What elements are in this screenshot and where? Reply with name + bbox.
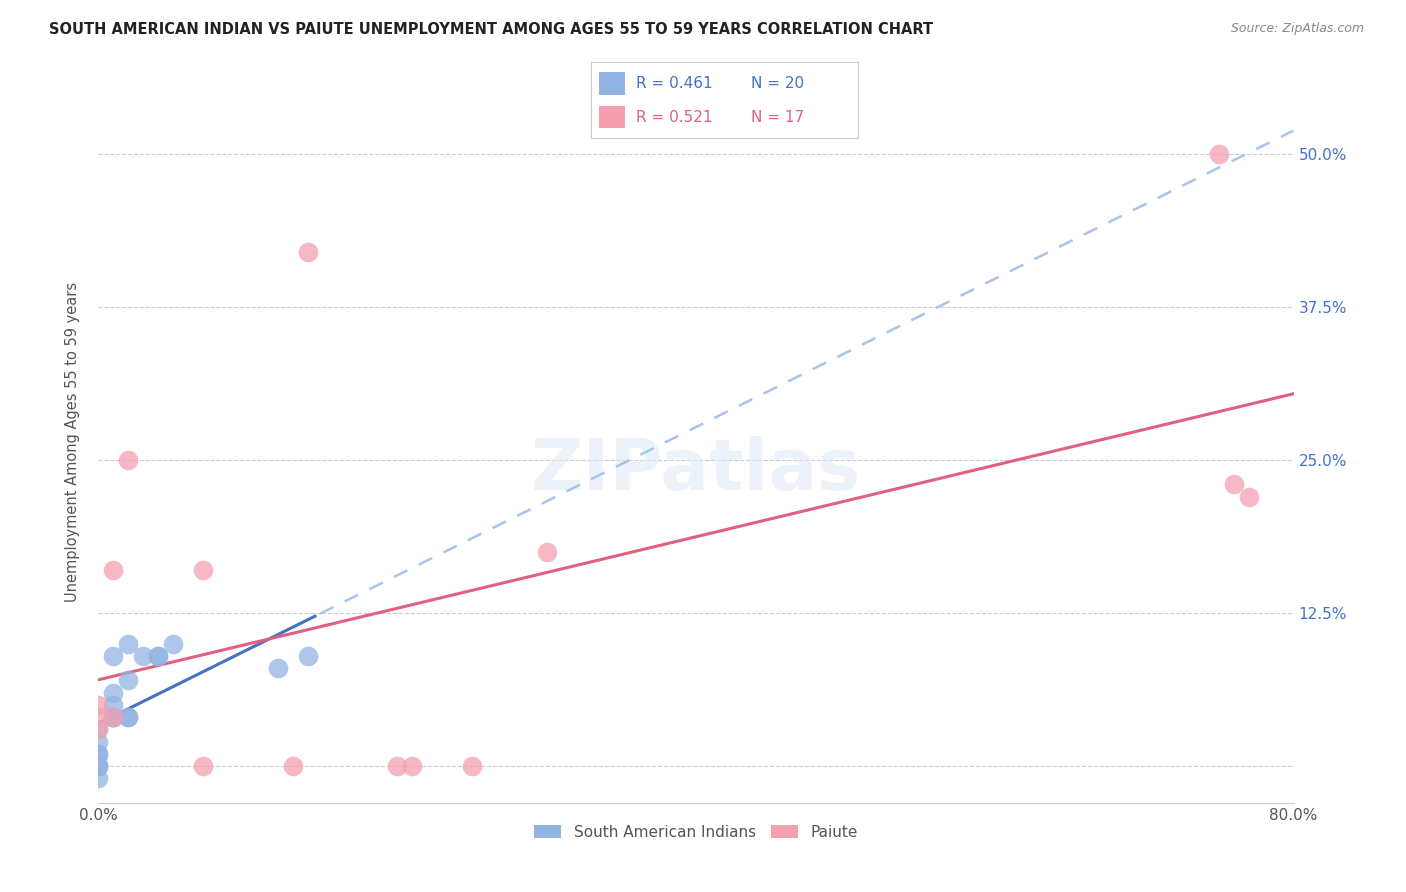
Point — [103, 648, 125, 663]
Point — [87, 747, 110, 761]
Point — [87, 759, 110, 773]
Point — [87, 734, 110, 748]
Point — [117, 710, 139, 724]
Point — [87, 759, 110, 773]
Point — [385, 759, 409, 773]
Bar — [599, 105, 626, 128]
Point — [103, 685, 125, 699]
Point — [103, 710, 125, 724]
Text: N = 17: N = 17 — [751, 110, 804, 125]
Text: SOUTH AMERICAN INDIAN VS PAIUTE UNEMPLOYMENT AMONG AGES 55 TO 59 YEARS CORRELATI: SOUTH AMERICAN INDIAN VS PAIUTE UNEMPLOY… — [49, 22, 934, 37]
Point — [1208, 146, 1230, 161]
Point — [281, 759, 304, 773]
Point — [401, 759, 423, 773]
Point — [103, 710, 125, 724]
Point — [103, 710, 125, 724]
Bar — [599, 72, 626, 95]
Point — [148, 648, 170, 663]
Point — [461, 759, 484, 773]
Point — [87, 772, 110, 786]
Point — [87, 723, 110, 737]
Text: N = 20: N = 20 — [751, 76, 804, 91]
Point — [148, 648, 170, 663]
Point — [87, 723, 110, 737]
Point — [87, 710, 110, 724]
Point — [297, 244, 319, 259]
Y-axis label: Unemployment Among Ages 55 to 59 years: Unemployment Among Ages 55 to 59 years — [65, 282, 80, 601]
Point — [103, 698, 125, 712]
Point — [117, 453, 139, 467]
Point — [103, 710, 125, 724]
Legend: South American Indians, Paiute: South American Indians, Paiute — [527, 819, 865, 846]
Text: R = 0.461: R = 0.461 — [636, 76, 713, 91]
Point — [267, 661, 290, 675]
Point — [162, 637, 184, 651]
Text: Source: ZipAtlas.com: Source: ZipAtlas.com — [1230, 22, 1364, 36]
Point — [191, 759, 214, 773]
Point — [1237, 490, 1260, 504]
Point — [87, 759, 110, 773]
Point — [117, 637, 139, 651]
Point — [297, 648, 319, 663]
Point — [117, 710, 139, 724]
Point — [87, 698, 110, 712]
Point — [132, 648, 155, 663]
Text: ZIPatlas: ZIPatlas — [531, 436, 860, 505]
Point — [117, 673, 139, 688]
Point — [1223, 477, 1246, 491]
Point — [191, 563, 214, 577]
Point — [103, 563, 125, 577]
Text: R = 0.521: R = 0.521 — [636, 110, 713, 125]
Point — [536, 545, 558, 559]
Point — [87, 747, 110, 761]
